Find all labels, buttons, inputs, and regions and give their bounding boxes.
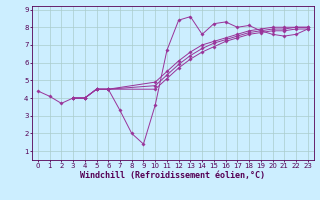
X-axis label: Windchill (Refroidissement éolien,°C): Windchill (Refroidissement éolien,°C) [80,171,265,180]
